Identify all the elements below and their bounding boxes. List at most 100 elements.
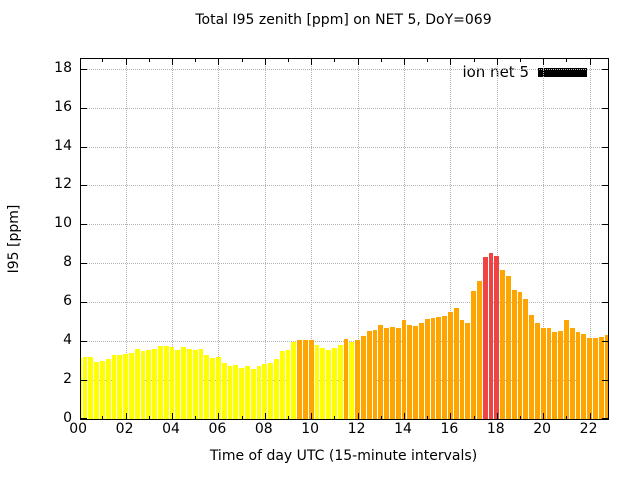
x-tick-label: 22 [579,421,598,437]
bar [395,327,401,419]
bar [256,365,262,419]
x-tick [218,413,220,419]
bar [337,345,343,419]
y-tick-label: 2 [63,371,72,388]
x-tick [427,59,429,62]
bar [187,348,192,419]
bar [210,357,215,419]
y-tick [602,224,608,226]
y-tick [602,418,608,419]
gridline-vertical [404,59,405,419]
legend: ion net 5 [462,63,587,81]
x-tick [102,416,104,419]
x-tick [125,413,127,419]
x-tick [357,59,359,65]
bar [448,311,453,419]
y-tick-label: 16 [54,98,72,115]
bar [216,356,221,419]
y-tick-label: 18 [54,59,72,76]
y-tick-label: 12 [54,176,72,193]
x-tick [566,416,568,419]
bar [465,322,471,419]
gridline-vertical [172,59,173,419]
bar [332,347,337,419]
bar [152,348,157,419]
bar [140,350,146,419]
bar [401,319,407,419]
gridline-horizontal [81,146,608,148]
x-tick [195,59,197,62]
y-tick-label: 6 [63,293,72,310]
x-tick [288,59,289,62]
x-tick [311,59,313,65]
bar [192,349,198,419]
y-tick [81,380,87,382]
bar [117,354,123,419]
bar [407,324,413,419]
bar [390,326,395,419]
gridline-vertical [357,59,359,419]
x-tick [589,59,591,65]
x-tick-label: 14 [394,421,412,437]
y-tick [602,302,608,304]
bar [500,270,505,419]
bar [233,364,239,419]
bar [146,349,152,419]
y-tick [81,146,87,148]
gridline-horizontal [81,224,608,226]
bar [297,340,302,419]
y-tick [602,107,608,109]
x-tick [496,59,498,65]
x-tick [566,59,568,62]
bar [221,362,227,419]
x-tick [311,413,313,419]
bar [604,335,608,419]
bar [593,338,598,419]
bar [204,354,210,419]
bar [598,337,604,419]
bar [343,339,349,419]
bar [320,347,326,419]
bar [82,356,88,419]
y-tick [602,185,608,187]
bar [250,369,256,419]
x-tick-label: 10 [301,421,320,437]
bar [134,348,140,419]
bar [384,327,389,419]
bar [291,342,297,419]
bar [239,368,244,419]
plot-area: ion net 5 [80,58,609,420]
x-axis-title: Time of day UTC (15-minute intervals) [209,448,478,464]
x-tick [264,413,266,419]
y-tick-label: 0 [63,410,72,426]
bar [587,338,592,419]
bar [419,322,424,419]
bar [88,356,94,419]
bar [378,324,384,419]
legend-swatch-icon [538,67,587,77]
bar [105,358,111,419]
bar [436,316,442,419]
x-tick-label: 06 [208,421,227,437]
y-tick [602,146,608,148]
chart-title: Total I95 zenith [ppm] on NET 5, DoY=069 [195,12,492,28]
y-tick [81,185,87,187]
bar [546,327,552,419]
bar [279,350,285,419]
y-tick-label: 4 [63,332,72,349]
bar [285,349,291,419]
y-tick [81,263,87,265]
bar [413,325,418,419]
y-tick [81,302,87,304]
bar [181,347,186,419]
bar [459,319,465,419]
bar [581,334,587,419]
bar [453,308,459,419]
bar [326,349,331,419]
bar [569,327,575,419]
bar [129,352,134,419]
gridline-vertical [543,59,545,419]
x-tick-label: 08 [254,421,273,437]
bar [163,346,169,419]
